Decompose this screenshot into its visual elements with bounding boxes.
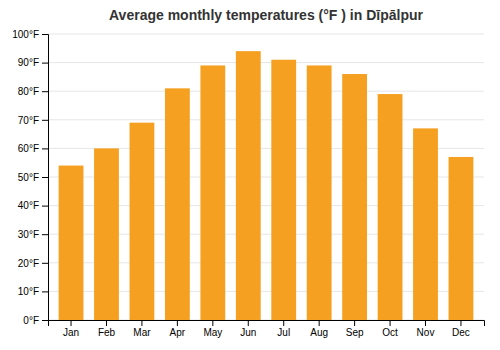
x-tick-mark	[460, 320, 461, 326]
y-tick-label: 60°F	[18, 143, 39, 154]
x-tick-label: Sep	[346, 327, 364, 338]
y-tick: 0°F	[23, 315, 48, 326]
bar	[271, 60, 296, 320]
y-tick: 10°F	[18, 286, 48, 297]
y-tick-mark	[42, 34, 48, 35]
grid-line	[48, 62, 484, 63]
y-axis: 0°F 10°F 20°F 30°F 40°F 50°F 60°F 70°F 80°F 90°F 1…	[12, 29, 48, 326]
x-tick-label: Dec	[452, 327, 470, 338]
x-tick: Aug	[310, 320, 328, 338]
plot-area: 0°F 10°F 20°F 30°F 40°F 50°F 60°F 70°F 80°F 90°F 1…	[12, 29, 484, 338]
bar	[449, 157, 474, 320]
x-tick: Dec	[452, 320, 470, 338]
x-tick: Jun	[240, 320, 256, 338]
y-tick-label: 20°F	[18, 258, 39, 269]
x-tick-mark	[390, 320, 391, 326]
grid-line	[48, 119, 484, 120]
y-tick-label: 40°F	[18, 200, 39, 211]
x-tick-mark	[106, 320, 107, 326]
x-tick-label: Aug	[310, 327, 328, 338]
x-tick: Nov	[417, 320, 435, 338]
y-tick-label: 30°F	[18, 229, 39, 240]
y-tick: 100°F	[12, 29, 48, 40]
y-tick-mark	[42, 120, 48, 121]
x-tick-label: May	[203, 327, 222, 338]
x-tick: Sep	[346, 320, 364, 338]
x-axis-line	[49, 321, 485, 327]
x-tick-label: Jun	[240, 327, 256, 338]
y-tick-mark	[42, 263, 48, 264]
bar	[200, 65, 225, 320]
x-tick-label: Mar	[133, 327, 151, 338]
y-tick-label: 0°F	[23, 315, 39, 326]
x-tick-label: Oct	[382, 327, 398, 338]
y-tick-mark	[42, 320, 48, 321]
y-tick: 30°F	[18, 229, 48, 240]
y-tick: 80°F	[18, 86, 48, 97]
y-tick-mark	[42, 63, 48, 64]
x-tick: Feb	[98, 320, 116, 338]
x-tick-mark	[319, 320, 320, 326]
y-tick-mark	[42, 91, 48, 92]
x-tick-label: Nov	[417, 327, 435, 338]
y-tick-label: 80°F	[18, 86, 39, 97]
bar	[130, 123, 155, 320]
x-tick-mark	[212, 320, 213, 326]
title: Average monthly temperatures (°F ) in Dī…	[109, 7, 423, 23]
y-tick-mark	[42, 206, 48, 207]
grid	[48, 34, 484, 320]
x-tick: Apr	[170, 320, 186, 338]
y-tick-label: 70°F	[18, 115, 39, 126]
y-tick-mark	[42, 148, 48, 149]
bar	[59, 166, 84, 320]
x-tick-label: Apr	[170, 327, 186, 338]
bar	[378, 94, 403, 320]
y-tick: 70°F	[18, 115, 48, 126]
y-tick-label: 90°F	[18, 57, 39, 68]
y-tick-mark	[42, 177, 48, 178]
chart: 0°F 10°F 20°F 30°F 40°F 50°F 60°F 70°F 80°F 90°F 1…	[0, 0, 500, 350]
x-tick: Jul	[277, 320, 290, 338]
grid-line	[48, 91, 484, 92]
x-tick-mark	[71, 320, 72, 326]
x-tick: May	[203, 320, 222, 338]
x-tick-mark	[248, 320, 249, 326]
x-tick-label: Jan	[63, 327, 79, 338]
y-tick-mark	[42, 234, 48, 235]
x-tick-mark	[354, 320, 355, 326]
y-tick: 20°F	[18, 258, 48, 269]
bar	[307, 65, 332, 320]
bars	[59, 51, 474, 320]
y-tick: 60°F	[18, 143, 48, 154]
x-tick: Oct	[382, 320, 398, 338]
x-tick-label: Feb	[98, 327, 116, 338]
x-tick-mark	[177, 320, 178, 326]
grid-line	[48, 34, 484, 35]
bar	[413, 128, 438, 320]
y-axis-line	[42, 35, 49, 321]
bar	[236, 51, 261, 320]
x-tick: Mar	[133, 320, 151, 338]
x-axis: Jan Feb Mar Apr May Jun Jul Aug Sep Oct Nov Dec	[49, 320, 485, 338]
y-tick: 50°F	[18, 172, 48, 183]
bar	[94, 148, 119, 320]
x-tick-mark	[425, 320, 426, 326]
x-tick-mark	[141, 320, 142, 326]
x-tick-label: Jul	[277, 327, 290, 338]
y-tick-label: 100°F	[12, 29, 39, 40]
bar	[165, 88, 190, 320]
y-tick-label: 10°F	[18, 286, 39, 297]
y-tick-label: 50°F	[18, 172, 39, 183]
x-tick-mark	[283, 320, 284, 326]
y-tick-mark	[42, 291, 48, 292]
y-tick: 40°F	[18, 200, 48, 211]
bar	[342, 74, 367, 320]
y-tick: 90°F	[18, 57, 48, 68]
x-tick: Jan	[63, 320, 79, 338]
